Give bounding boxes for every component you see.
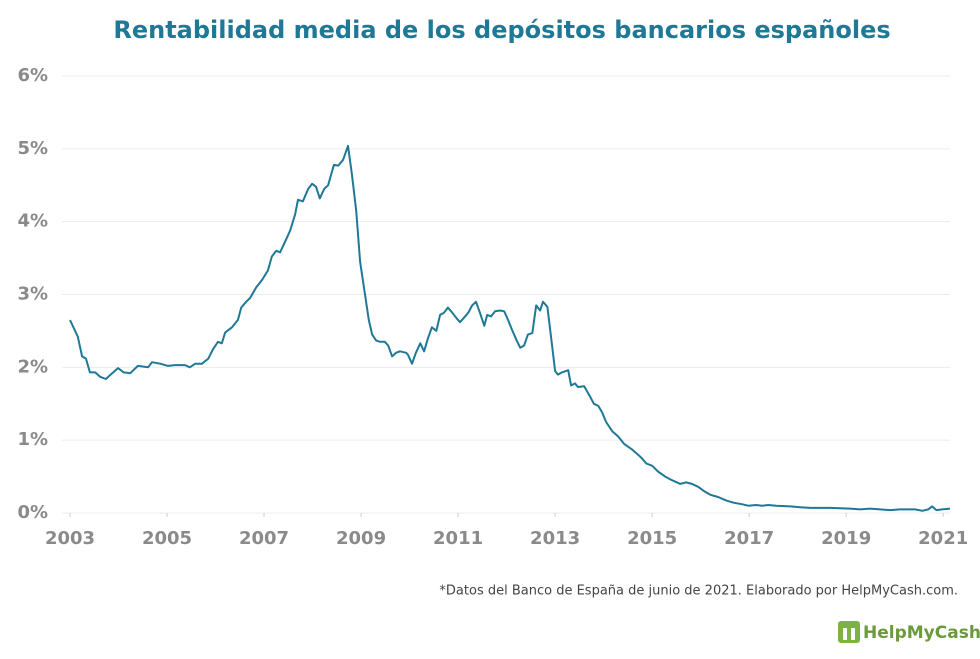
logo: HelpMyCash xyxy=(838,621,980,643)
y-tick-label: 4% xyxy=(17,211,48,232)
x-tick-label: 2003 xyxy=(45,528,95,549)
x-tick-label: 2017 xyxy=(724,528,774,549)
chart-title: Rentabilidad media de los depósitos banc… xyxy=(113,16,890,44)
footnote: *Datos del Banco de España de junio de 2… xyxy=(439,584,958,599)
logo-icon-part xyxy=(843,628,847,640)
y-tick-label: 3% xyxy=(17,284,48,305)
x-tick-label: 2019 xyxy=(821,528,871,549)
y-tick-label: 1% xyxy=(17,429,48,450)
y-tick-label: 5% xyxy=(17,138,48,159)
y-tick-label: 0% xyxy=(17,502,48,523)
x-tick-label: 2005 xyxy=(142,528,192,549)
y-tick-label: 2% xyxy=(17,356,48,377)
x-tick-label: 2021 xyxy=(918,528,968,549)
x-tick-label: 2013 xyxy=(530,528,580,549)
logo-icon xyxy=(838,621,860,643)
logo-icon-part xyxy=(851,628,855,640)
x-tick-label: 2011 xyxy=(433,528,483,549)
logo-text: HelpMyCash xyxy=(863,623,980,643)
x-tick-label: 2009 xyxy=(336,528,386,549)
y-tick-label: 6% xyxy=(17,65,48,86)
x-tick-label: 2007 xyxy=(239,528,289,549)
data-line xyxy=(69,144,951,512)
x-tick-label: 2015 xyxy=(627,528,677,549)
